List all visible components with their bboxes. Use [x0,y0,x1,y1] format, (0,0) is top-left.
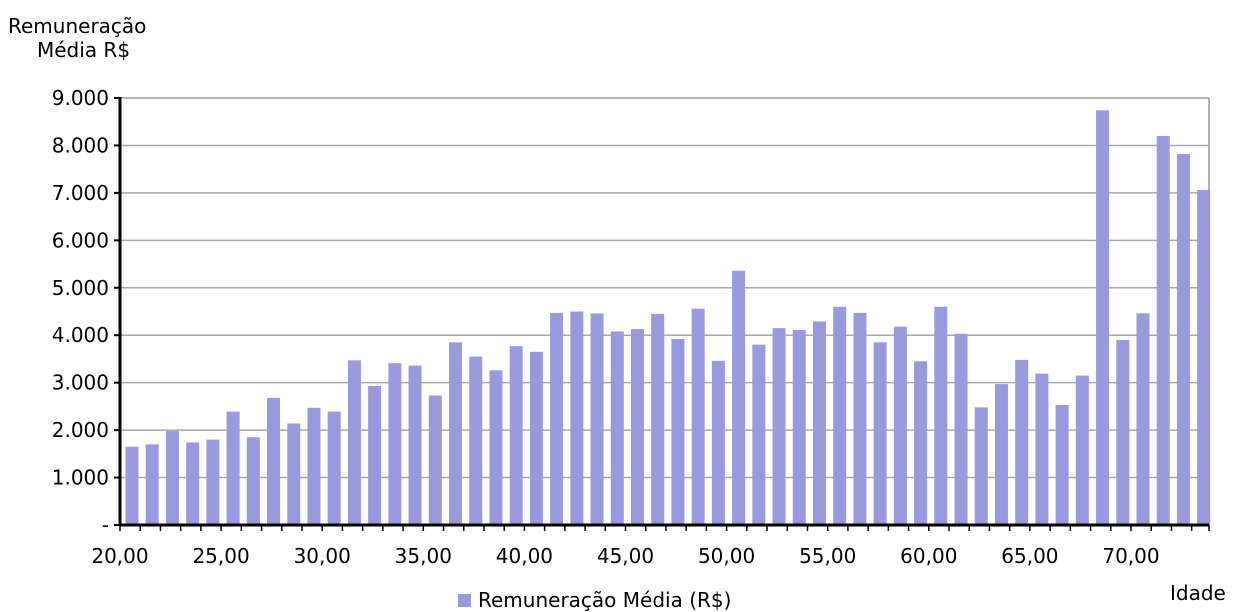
bar [853,312,867,525]
bar [165,431,179,525]
bar [1096,110,1110,525]
bar [590,313,604,525]
bar [388,363,402,525]
bar [1156,135,1170,525]
bar [711,360,725,525]
legend: Remuneração Média (R$) [458,588,731,612]
bar [186,442,200,525]
x-tick-label: 40,00 [496,544,553,568]
bar [1197,190,1211,525]
bar [307,407,321,525]
bar [206,439,220,525]
bar [914,361,928,525]
x-tick-label: 55,00 [799,544,856,568]
bar [1116,339,1130,525]
bar [812,321,826,525]
bar [267,397,281,525]
y-axis-title: Remuneração Média R$ [8,14,146,62]
y-tick-label: 6.000 [52,228,109,252]
x-tick-label: 25,00 [192,544,249,568]
bar [651,313,665,525]
bar [732,270,746,525]
x-tick-label: 45,00 [597,544,654,568]
bar [489,370,503,525]
bar [529,351,543,525]
y-tick-label: 9.000 [52,86,109,110]
x-tick-label: 65,00 [1001,544,1058,568]
bar [994,384,1008,525]
bar [954,333,968,525]
x-tick-label: 20,00 [91,544,148,568]
y-tick-label: 7.000 [52,181,109,205]
bar [226,411,240,525]
x-tick-label: 35,00 [395,544,452,568]
bar [833,306,847,525]
x-tick-label: 30,00 [294,544,351,568]
y-axis-title-line2: Média R$ [37,38,131,62]
y-tick-label: 5.000 [52,276,109,300]
bar [287,423,301,525]
bar [368,385,382,525]
bar [125,446,139,525]
bar [873,342,887,525]
bar [428,395,442,525]
bar [934,306,948,525]
y-tick-label: - [102,513,109,537]
x-tick-label: 50,00 [698,544,755,568]
x-tick-label: 70,00 [1102,544,1159,568]
bar [1075,375,1089,525]
bar [671,339,685,525]
bar [792,330,806,525]
x-tick-label: 60,00 [900,544,957,568]
bar [570,311,584,525]
y-tick-label: 4.000 [52,323,109,347]
bar [1176,153,1190,526]
bar [691,308,705,525]
y-tick-label: 8.000 [52,133,109,157]
bar [752,344,766,525]
y-tick-label: 3.000 [52,371,109,395]
y-axis-title-line1: Remuneração [8,14,147,38]
y-tick-label: 1.000 [52,466,109,490]
legend-swatch [458,593,471,607]
bar [1055,404,1069,525]
bar [1035,373,1049,525]
bar [974,407,988,525]
bar [449,342,463,525]
bar [772,328,786,525]
bar [408,365,422,525]
bar [246,437,260,525]
bar [469,356,483,525]
bar [550,312,564,525]
bar [1136,313,1150,525]
bar [610,331,624,525]
legend-label: Remuneração Média (R$) [478,588,732,612]
bar [893,326,907,525]
x-axis-title: Idade [1170,581,1226,605]
bar [327,411,341,525]
grid-lines [120,97,1210,525]
bar [509,346,523,525]
bar [347,360,361,525]
axes: - 1.000 2.000 3.000 4.000 5.000 6.000 7.000 8.00… [52,86,1210,568]
bar [1015,359,1029,525]
bar [631,329,644,525]
y-tick-label: 2.000 [52,418,109,442]
bars [125,110,1211,526]
bar [145,444,159,525]
